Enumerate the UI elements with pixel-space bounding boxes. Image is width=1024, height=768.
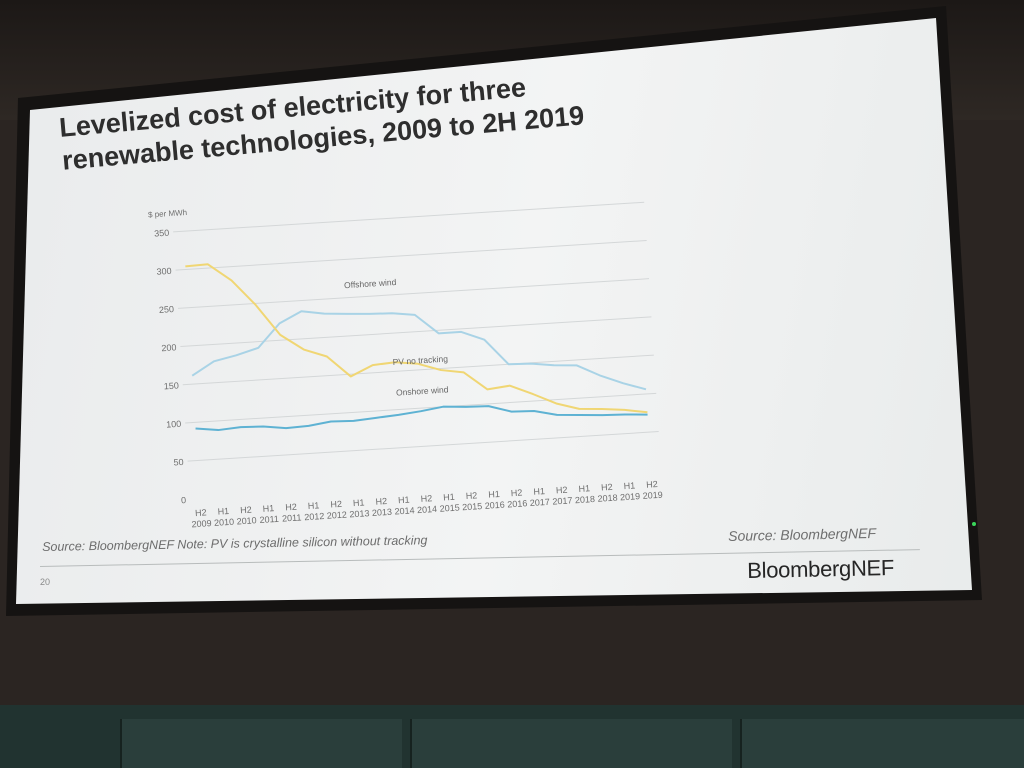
bloombergnef-logo: BloombergNEF — [747, 555, 894, 584]
source-label: Source: BloombergNEF — [728, 524, 877, 544]
x-tick-label-half: H2 — [330, 499, 342, 510]
x-tick-label-half: H1 — [578, 483, 590, 494]
x-tick-label-half: H2 — [240, 505, 252, 516]
x-tick-label-year: 2015 — [462, 501, 483, 512]
x-tick-label-half: H1 — [217, 506, 229, 517]
series-label-onshore-wind: Onshore wind — [396, 384, 449, 397]
series-line-pv-no-tracking — [185, 263, 648, 414]
y-tick-label: 50 — [173, 457, 184, 468]
series-line-onshore-wind — [195, 405, 648, 432]
x-tick-label-year: 2016 — [507, 498, 528, 509]
x-tick-label-half: H1 — [533, 486, 545, 497]
x-tick-label-year: 2010 — [236, 515, 257, 526]
y-tick-label: 0 — [181, 495, 187, 505]
x-tick-label-half: H1 — [623, 480, 635, 491]
x-tick-label-half: H1 — [308, 500, 320, 511]
series-label-offshore-wind: Offshore wind — [344, 277, 397, 290]
gridline — [185, 392, 657, 424]
y-tick-label: 150 — [163, 381, 179, 392]
x-tick-label-year: 2015 — [439, 502, 460, 513]
x-tick-label-half: H2 — [511, 487, 523, 498]
x-tick-label-half: H2 — [420, 493, 432, 504]
x-tick-label-half: H2 — [646, 479, 658, 490]
x-tick-label-year: 2010 — [214, 517, 235, 528]
x-tick-label-year: 2013 — [349, 508, 370, 519]
gridline — [180, 316, 652, 348]
gridline — [175, 239, 647, 271]
x-tick-label-half: H2 — [195, 507, 207, 518]
floor-background — [0, 705, 1024, 768]
x-tick-label-year: 2012 — [304, 511, 325, 522]
x-tick-label-year: 2018 — [597, 493, 618, 504]
x-tick-label-half: H1 — [488, 489, 500, 500]
y-tick-label: 100 — [166, 419, 182, 430]
x-tick-label-year: 2019 — [620, 491, 641, 502]
gridline — [182, 354, 654, 386]
gridline — [187, 431, 659, 462]
x-tick-label-year: 2014 — [394, 505, 415, 516]
x-tick-label-year: 2011 — [259, 514, 279, 525]
y-tick-label: 300 — [156, 266, 172, 277]
x-tick-label-year: 2019 — [642, 490, 663, 501]
x-tick-label-half: H1 — [443, 492, 455, 503]
power-indicator-light — [972, 522, 976, 526]
x-tick-label-year: 2012 — [327, 510, 348, 521]
logo-text: BloombergNEF — [747, 554, 895, 583]
x-tick-label-year: 2014 — [417, 504, 438, 515]
x-tick-label-half: H1 — [262, 503, 274, 514]
x-tick-label-year: 2013 — [372, 507, 393, 518]
x-tick-label-half: H2 — [285, 502, 297, 513]
x-tick-label-year: 2016 — [484, 500, 505, 511]
x-tick-label-half: H2 — [601, 482, 613, 493]
x-tick-label-year: 2018 — [575, 494, 596, 505]
x-tick-label-year: 2011 — [282, 512, 302, 523]
x-tick-label-half: H2 — [465, 490, 477, 501]
x-tick-label-half: H2 — [375, 496, 387, 507]
series-label-pv-no-tracking: PV no tracking — [392, 354, 448, 367]
page-number: 20 — [40, 577, 51, 587]
y-axis-label: $ per MWh — [148, 208, 188, 219]
x-tick-label-half: H1 — [398, 495, 410, 506]
x-tick-label-half: H2 — [556, 485, 568, 496]
y-tick-label: 250 — [159, 304, 175, 315]
x-tick-label-year: 2009 — [191, 518, 212, 529]
y-tick-label: 200 — [161, 342, 177, 353]
y-tick-label: 350 — [154, 228, 170, 239]
x-tick-label-half: H1 — [353, 497, 365, 508]
x-tick-label-year: 2017 — [552, 495, 573, 506]
gridline — [177, 278, 650, 309]
series-line-offshore-wind — [191, 310, 647, 391]
x-tick-label-year: 2017 — [530, 497, 551, 508]
gridline — [173, 201, 645, 233]
